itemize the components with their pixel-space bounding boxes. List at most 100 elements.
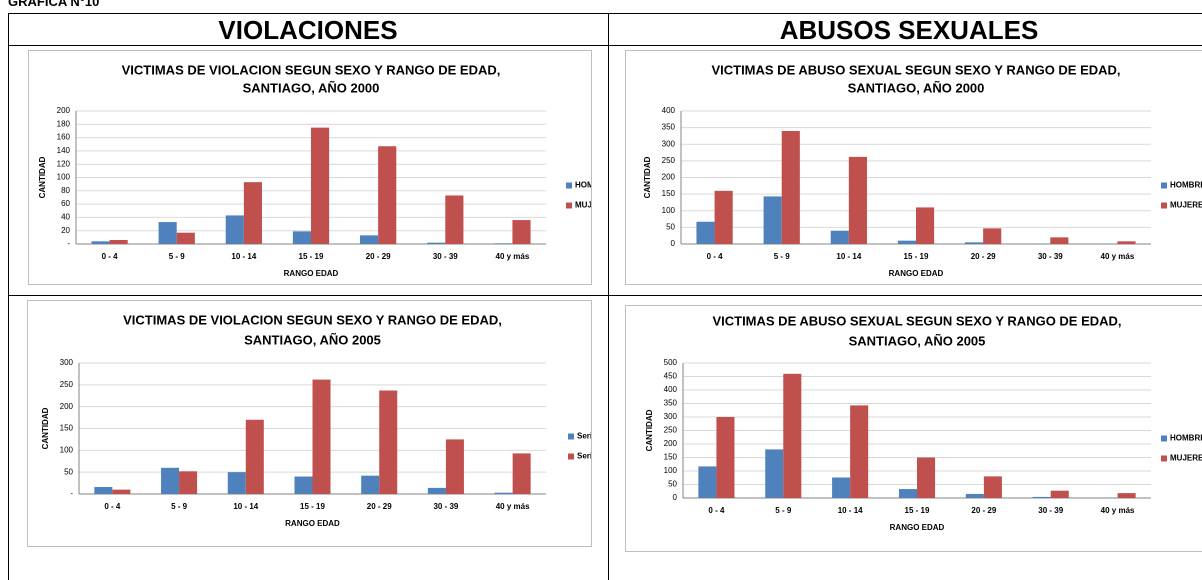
x-tick-label: 15 - 19 [904,252,929,261]
y-axis-label: CANTIDAD [643,156,652,198]
x-axis-label: RANGO EDAD [890,523,945,532]
x-tick-label: 40 y más [1101,506,1135,515]
legend-swatch [1161,202,1167,209]
bar [1050,237,1069,244]
x-tick-label: 20 - 29 [366,252,391,261]
chart-title: SANTIAGO, AÑO 2005 [244,332,381,347]
bar [781,130,800,244]
bar [714,190,733,244]
legend-label: Series2 [577,452,591,461]
bar [983,228,1002,244]
y-tick-label: 100 [662,206,676,215]
bar [1117,241,1136,244]
y-tick-label: 300 [60,358,74,367]
y-tick-label: 100 [57,173,71,182]
legend-swatch [1161,435,1167,442]
x-tick-label: 20 - 29 [971,506,996,515]
x-tick-label: 10 - 14 [233,502,258,511]
x-axis-label: RANGO EDAD [284,269,339,278]
y-tick-label: 50 [64,467,73,476]
bar [227,472,246,494]
x-axis-label: RANGO EDAD [285,519,340,528]
x-tick-label: 5 - 9 [171,502,188,511]
y-tick-label: 400 [664,385,678,394]
y-tick-label: 140 [57,146,71,155]
x-tick-label: 0 - 4 [102,252,119,261]
bar [179,471,198,494]
chart-title: VICTIMAS DE VIOLACION SEGUN SEXO Y RANGO… [122,62,501,77]
y-axis-label: CANTIDAD [41,407,50,449]
y-tick-label: 0 [673,493,678,502]
chart-title: VICTIMAS DE ABUSO SEXUAL SEGUN SEXO Y RA… [711,62,1120,77]
bar [158,222,177,244]
chart: VICTIMAS DE VIOLACION SEGUN SEXO Y RANGO… [41,312,606,528]
bar [512,220,531,244]
legend-swatch [1161,182,1167,189]
y-tick-label: 180 [57,119,71,128]
chart-title: SANTIAGO, AÑO 2000 [848,80,985,95]
bar [91,241,110,244]
legend-label: HOMBRES [1170,181,1202,190]
legend-swatch [1161,455,1167,462]
y-tick-label: 350 [662,123,676,132]
bar [311,127,330,244]
legend-label: Series1 [577,432,591,441]
y-tick-label: 500 [664,358,678,367]
x-tick-label: 30 - 39 [1038,506,1063,515]
bar [1050,490,1069,498]
table-border [608,13,609,580]
document-title: GRAFICA N°10 [8,0,100,9]
bar [494,492,513,494]
y-tick-label: 160 [57,133,71,142]
table-border [8,13,9,580]
bar [512,453,531,494]
y-tick-label: 200 [57,106,71,115]
y-tick-label: 200 [60,402,74,411]
y-tick-label: 300 [664,412,678,421]
bar [445,439,464,494]
x-tick-label: 0 - 4 [707,252,724,261]
bar [763,196,782,244]
chart: VICTIMAS DE ABUSO SEXUAL SEGUN SEXO Y RA… [643,62,1202,278]
y-tick-label: 0 [671,239,676,248]
y-tick-label: 80 [61,186,70,195]
chart-box: VICTIMAS DE ABUSO SEXUAL SEGUN SEXO Y RA… [625,305,1202,552]
bar [112,489,131,494]
bar [830,230,849,244]
bar [427,487,446,494]
bar [716,417,735,498]
x-tick-label: 40 y más [1101,252,1135,261]
column-header: ABUSOS SEXUALES [779,15,1039,45]
chart-title: SANTIAGO, AÑO 2005 [849,333,986,348]
bar [698,466,717,498]
bar [783,373,802,498]
bar [965,242,984,244]
chart-title: VICTIMAS DE VIOLACION SEGUN SEXO Y RANGO… [123,312,502,327]
table-border [8,13,1202,14]
x-tick-label: 5 - 9 [775,506,792,515]
legend-swatch [568,433,574,440]
y-tick-label: 400 [662,106,676,115]
bar [109,240,128,244]
chart: VICTIMAS DE ABUSO SEXUAL SEGUN SEXO Y RA… [645,313,1202,532]
x-tick-label: 15 - 19 [300,502,325,511]
bar [245,419,264,494]
bar [378,146,397,244]
legend-label: MUJERES [575,201,591,210]
chart-title: VICTIMAS DE ABUSO SEXUAL SEGUN SEXO Y RA… [712,313,1121,328]
chart-box: VICTIMAS DE VIOLACION SEGUN SEXO Y RANGO… [27,300,606,547]
y-tick-label: 20 [61,226,70,235]
table-border [8,295,1202,296]
column-header: VIOLACIONES [218,15,398,45]
x-tick-label: 15 - 19 [905,506,930,515]
x-tick-label: 40 y más [496,252,530,261]
x-tick-label: 5 - 9 [169,252,186,261]
chart-box: VICTIMAS DE VIOLACION SEGUN SEXO Y RANGO… [28,50,617,285]
legend-label: HOMBRES [575,181,591,190]
legend-swatch [566,202,572,209]
x-tick-label: 10 - 14 [838,506,863,515]
legend-swatch [566,182,572,189]
chart-title: SANTIAGO, AÑO 2000 [243,80,380,95]
y-tick-label: 40 [61,213,70,222]
